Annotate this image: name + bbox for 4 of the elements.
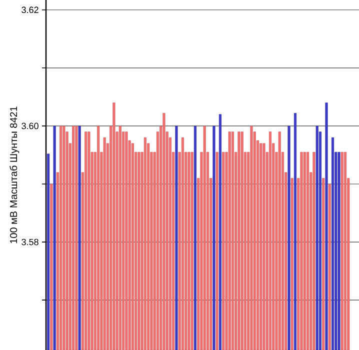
y-tick-label: 3.62 [22, 6, 38, 14]
y-axis-title: 100 мВ Масштаб Шунты 8421 [10, 106, 20, 244]
y-tick-label: 3.58 [22, 238, 38, 246]
y-tick-label: 3.60 [22, 122, 38, 130]
